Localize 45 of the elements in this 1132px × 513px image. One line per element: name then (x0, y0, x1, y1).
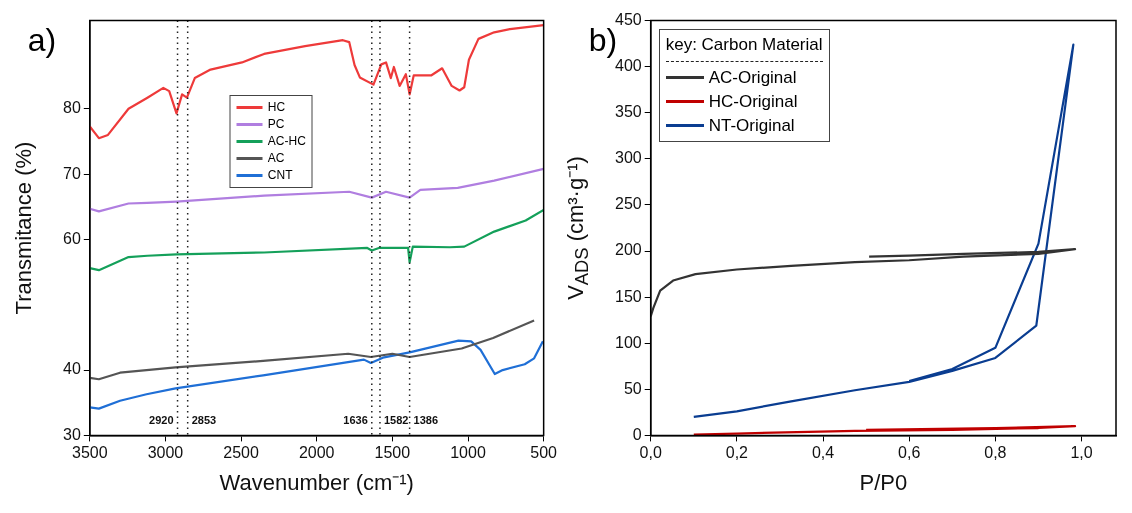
x-tick-label: 0,8 (984, 444, 1007, 462)
x-tick-label: 3000 (147, 444, 184, 462)
legend-label: PC (267, 116, 285, 134)
x-tick-label: 2500 (223, 444, 259, 462)
x-tick-label: 2000 (298, 444, 335, 462)
y-tick-label: 30 (63, 425, 81, 443)
legend-label: NT-Original (708, 114, 795, 137)
y-tick-label: 60 (63, 229, 81, 247)
y-tick-label: 0 (632, 425, 642, 443)
legend-label: AC (267, 150, 285, 168)
x-tick-label: 0,6 (898, 444, 921, 462)
legend-label: HC (267, 99, 286, 117)
y-tick-label: 70 (63, 164, 81, 182)
ref-line-label: 1582 (383, 414, 409, 427)
y-tick-label: 40 (63, 360, 81, 378)
legend-label: AC-Original (708, 66, 797, 89)
ref-line-label: 1386 (413, 414, 439, 427)
y-tick-label: 400 (614, 57, 642, 75)
y-tick-label: 200 (614, 241, 642, 259)
legend-label: HC-Original (708, 90, 798, 113)
x-tick-label: 1500 (374, 444, 411, 462)
x-axis-title: Wavenumber (cm⁻¹) (219, 469, 414, 495)
ref-line-label: 1636 (343, 414, 368, 427)
ref-line-label: 2853 (191, 414, 217, 427)
x-axis-title: P/P0 (859, 469, 908, 495)
x-tick-label: 500 (530, 444, 558, 462)
x-tick-label: 1000 (450, 444, 486, 462)
legend-label: AC-HC (267, 133, 306, 151)
y-tick-label: 80 (63, 99, 81, 117)
x-tick-label: 3500 (72, 444, 108, 462)
y-tick-label: 150 (614, 287, 642, 305)
x-tick-label: 1,0 (1070, 444, 1093, 462)
legend-title: key: Carbon Material (665, 32, 823, 62)
y-tick-label: 250 (614, 195, 642, 213)
x-tick-label: 0,4 (811, 444, 835, 462)
ref-line-label: 2920 (149, 414, 174, 427)
y-axis-title: Transmitance (%) (11, 141, 37, 315)
x-tick-label: 0,2 (725, 444, 749, 462)
chart-title: a) (27, 22, 57, 58)
y-tick-label: 350 (614, 103, 642, 121)
x-tick-label: 0,0 (639, 444, 662, 462)
legend-label: CNT (267, 167, 293, 185)
y-tick-label: 50 (623, 379, 642, 397)
y-tick-label: 100 (614, 333, 642, 351)
y-tick-label: 300 (614, 149, 642, 167)
